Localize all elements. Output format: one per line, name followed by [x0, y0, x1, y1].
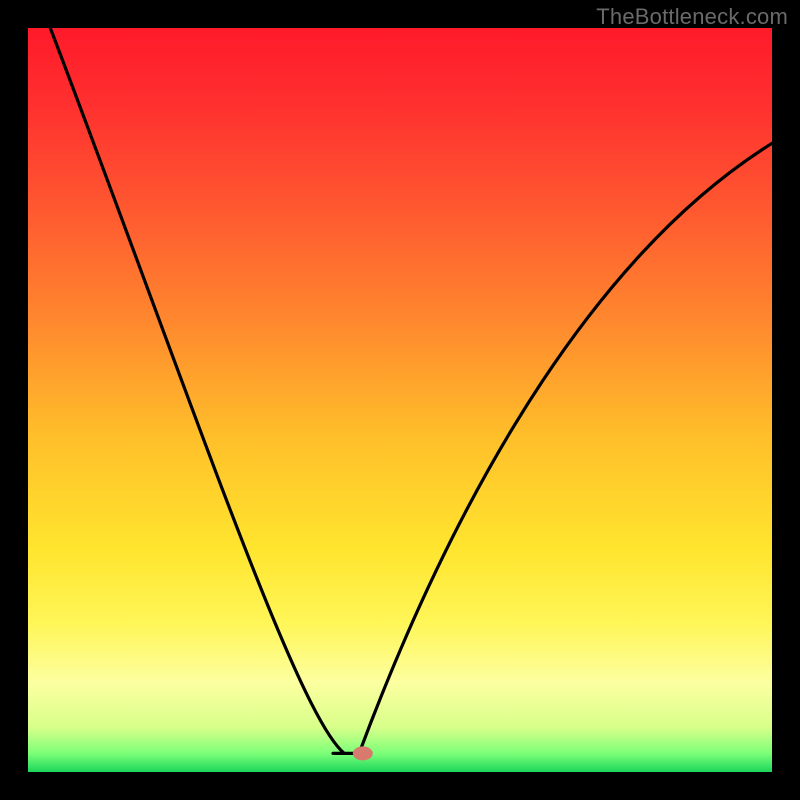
- watermark-text: TheBottleneck.com: [596, 4, 788, 30]
- optimum-marker: [353, 746, 373, 760]
- chart-container: TheBottleneck.com: [0, 0, 800, 800]
- bottleneck-chart: [0, 0, 800, 800]
- gradient-background: [28, 28, 772, 772]
